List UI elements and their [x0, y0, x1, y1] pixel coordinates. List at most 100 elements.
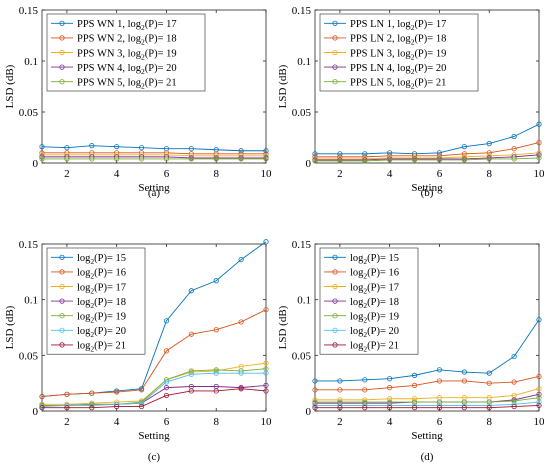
- legend-label-tail: (P)= 19: [145, 48, 177, 59]
- data-point: [89, 156, 95, 162]
- legend-label: log2(P)= 20: [350, 326, 399, 339]
- y-axis-label: LSD (dB): [277, 305, 289, 349]
- legend-label-subscript: 2: [363, 257, 367, 266]
- legend-label-main: PPS LN 2, log: [350, 34, 411, 45]
- legend-label: PPS WN 3, log2(P)= 19: [77, 48, 177, 61]
- legend-label: log2(P)= 16: [77, 268, 126, 281]
- data-point: [238, 386, 244, 392]
- series-1: [39, 143, 269, 154]
- data-point: [188, 156, 194, 162]
- data-point: [213, 278, 219, 284]
- x-tick-label: 4: [387, 168, 393, 180]
- data-point: [39, 393, 45, 400]
- x-tick-label: 2: [337, 416, 343, 428]
- data-point: [163, 392, 170, 399]
- legend-marker: [59, 313, 65, 319]
- data-point: [536, 155, 542, 161]
- data-point: [536, 373, 542, 380]
- data-point: [461, 405, 467, 411]
- legend-label-subscript: 2: [90, 286, 94, 295]
- legend-label-tail: (P)= 20: [94, 326, 126, 337]
- legend-label-subscript: 2: [411, 67, 415, 76]
- x-tick-label: 10: [534, 168, 546, 180]
- x-tick-label: 10: [261, 168, 273, 180]
- legend-marker: [59, 20, 65, 26]
- legend-marker: [332, 298, 338, 304]
- data-point: [163, 379, 170, 385]
- legend-label: PPS LN 3, log2(P)= 19: [350, 48, 446, 61]
- y-tick-label: 0.05: [292, 107, 312, 119]
- legend-label-tail: (P)= 16: [367, 268, 399, 279]
- panel-caption: (c): [148, 451, 161, 463]
- series-line: [315, 123, 540, 155]
- legend-label-tail: (P)= 17: [367, 282, 399, 293]
- data-point: [163, 348, 170, 354]
- series-line: [315, 319, 540, 382]
- legend-label-tail: (P)= 17: [94, 282, 126, 293]
- legend-item: PPS LN 5, log2(P)= 21: [324, 78, 446, 91]
- data-point: [114, 403, 120, 410]
- x-tick-label: 2: [337, 168, 343, 180]
- x-tick-label: 8: [213, 416, 219, 428]
- series-line: [315, 404, 540, 409]
- legend-label-tail: (P)= 17: [414, 19, 446, 30]
- series-2: [312, 140, 542, 160]
- data-point: [411, 157, 418, 163]
- data-point: [64, 405, 70, 411]
- data-point: [138, 156, 145, 162]
- y-tick-label: 0.05: [292, 350, 312, 362]
- legend-label-main: log: [77, 253, 91, 264]
- legend-label-main: log: [77, 297, 91, 308]
- data-point: [536, 121, 542, 127]
- data-point: [387, 399, 393, 405]
- data-point: [39, 405, 45, 411]
- data-point: [511, 156, 517, 162]
- data-point: [89, 405, 95, 411]
- data-point: [536, 152, 542, 158]
- data-point: [238, 319, 244, 325]
- legend-label-main: log: [77, 268, 91, 279]
- legend-label-main: PPS LN 4, log: [350, 63, 411, 74]
- data-point: [138, 145, 145, 151]
- data-point: [188, 371, 194, 377]
- data-point: [64, 145, 70, 151]
- legend-label: log2(P)= 15: [350, 253, 399, 266]
- legend-label-tail: (P)= 20: [145, 63, 177, 74]
- data-point: [436, 157, 443, 163]
- legend-marker: [332, 35, 338, 41]
- legend-item: PPS LN 1, log2(P)= 17: [324, 19, 446, 32]
- legend-label: PPS WN 5, log2(P)= 21: [77, 78, 177, 91]
- data-point: [362, 399, 368, 405]
- legend-label-tail: (P)= 20: [367, 326, 399, 337]
- x-axis-label: Setting: [138, 182, 170, 194]
- legend-label-subscript: 2: [141, 82, 145, 91]
- legend-label: PPS LN 5, log2(P)= 21: [350, 78, 446, 91]
- data-point: [263, 239, 269, 245]
- data-point: [536, 140, 542, 146]
- data-point: [436, 405, 443, 411]
- legend-label-tail: (P)= 21: [94, 341, 126, 352]
- data-point: [188, 388, 194, 394]
- legend-item: log2(P)= 19: [324, 312, 399, 325]
- data-point: [138, 400, 145, 406]
- legend-label-tail: (P)= 19: [414, 48, 446, 59]
- legend-item: log2(P)= 16: [324, 268, 399, 281]
- legend-marker: [332, 49, 338, 56]
- legend-label-subscript: 2: [90, 272, 94, 281]
- legend-label-subscript: 2: [363, 316, 367, 325]
- y-tick-label: 0.1: [297, 295, 311, 307]
- data-point: [486, 370, 492, 376]
- legend-label-subscript: 2: [363, 272, 367, 281]
- y-axis-label: LSD (dB): [4, 64, 16, 108]
- legend-item: log2(P)= 17: [324, 282, 399, 295]
- y-tick-label: 0: [33, 406, 39, 418]
- legend-label: log2(P)= 18: [350, 297, 399, 310]
- data-point: [188, 368, 194, 374]
- data-point: [114, 389, 120, 395]
- data-point: [511, 398, 517, 404]
- data-point: [163, 156, 170, 162]
- data-point: [39, 156, 45, 162]
- data-point: [337, 378, 343, 384]
- data-point: [511, 403, 517, 410]
